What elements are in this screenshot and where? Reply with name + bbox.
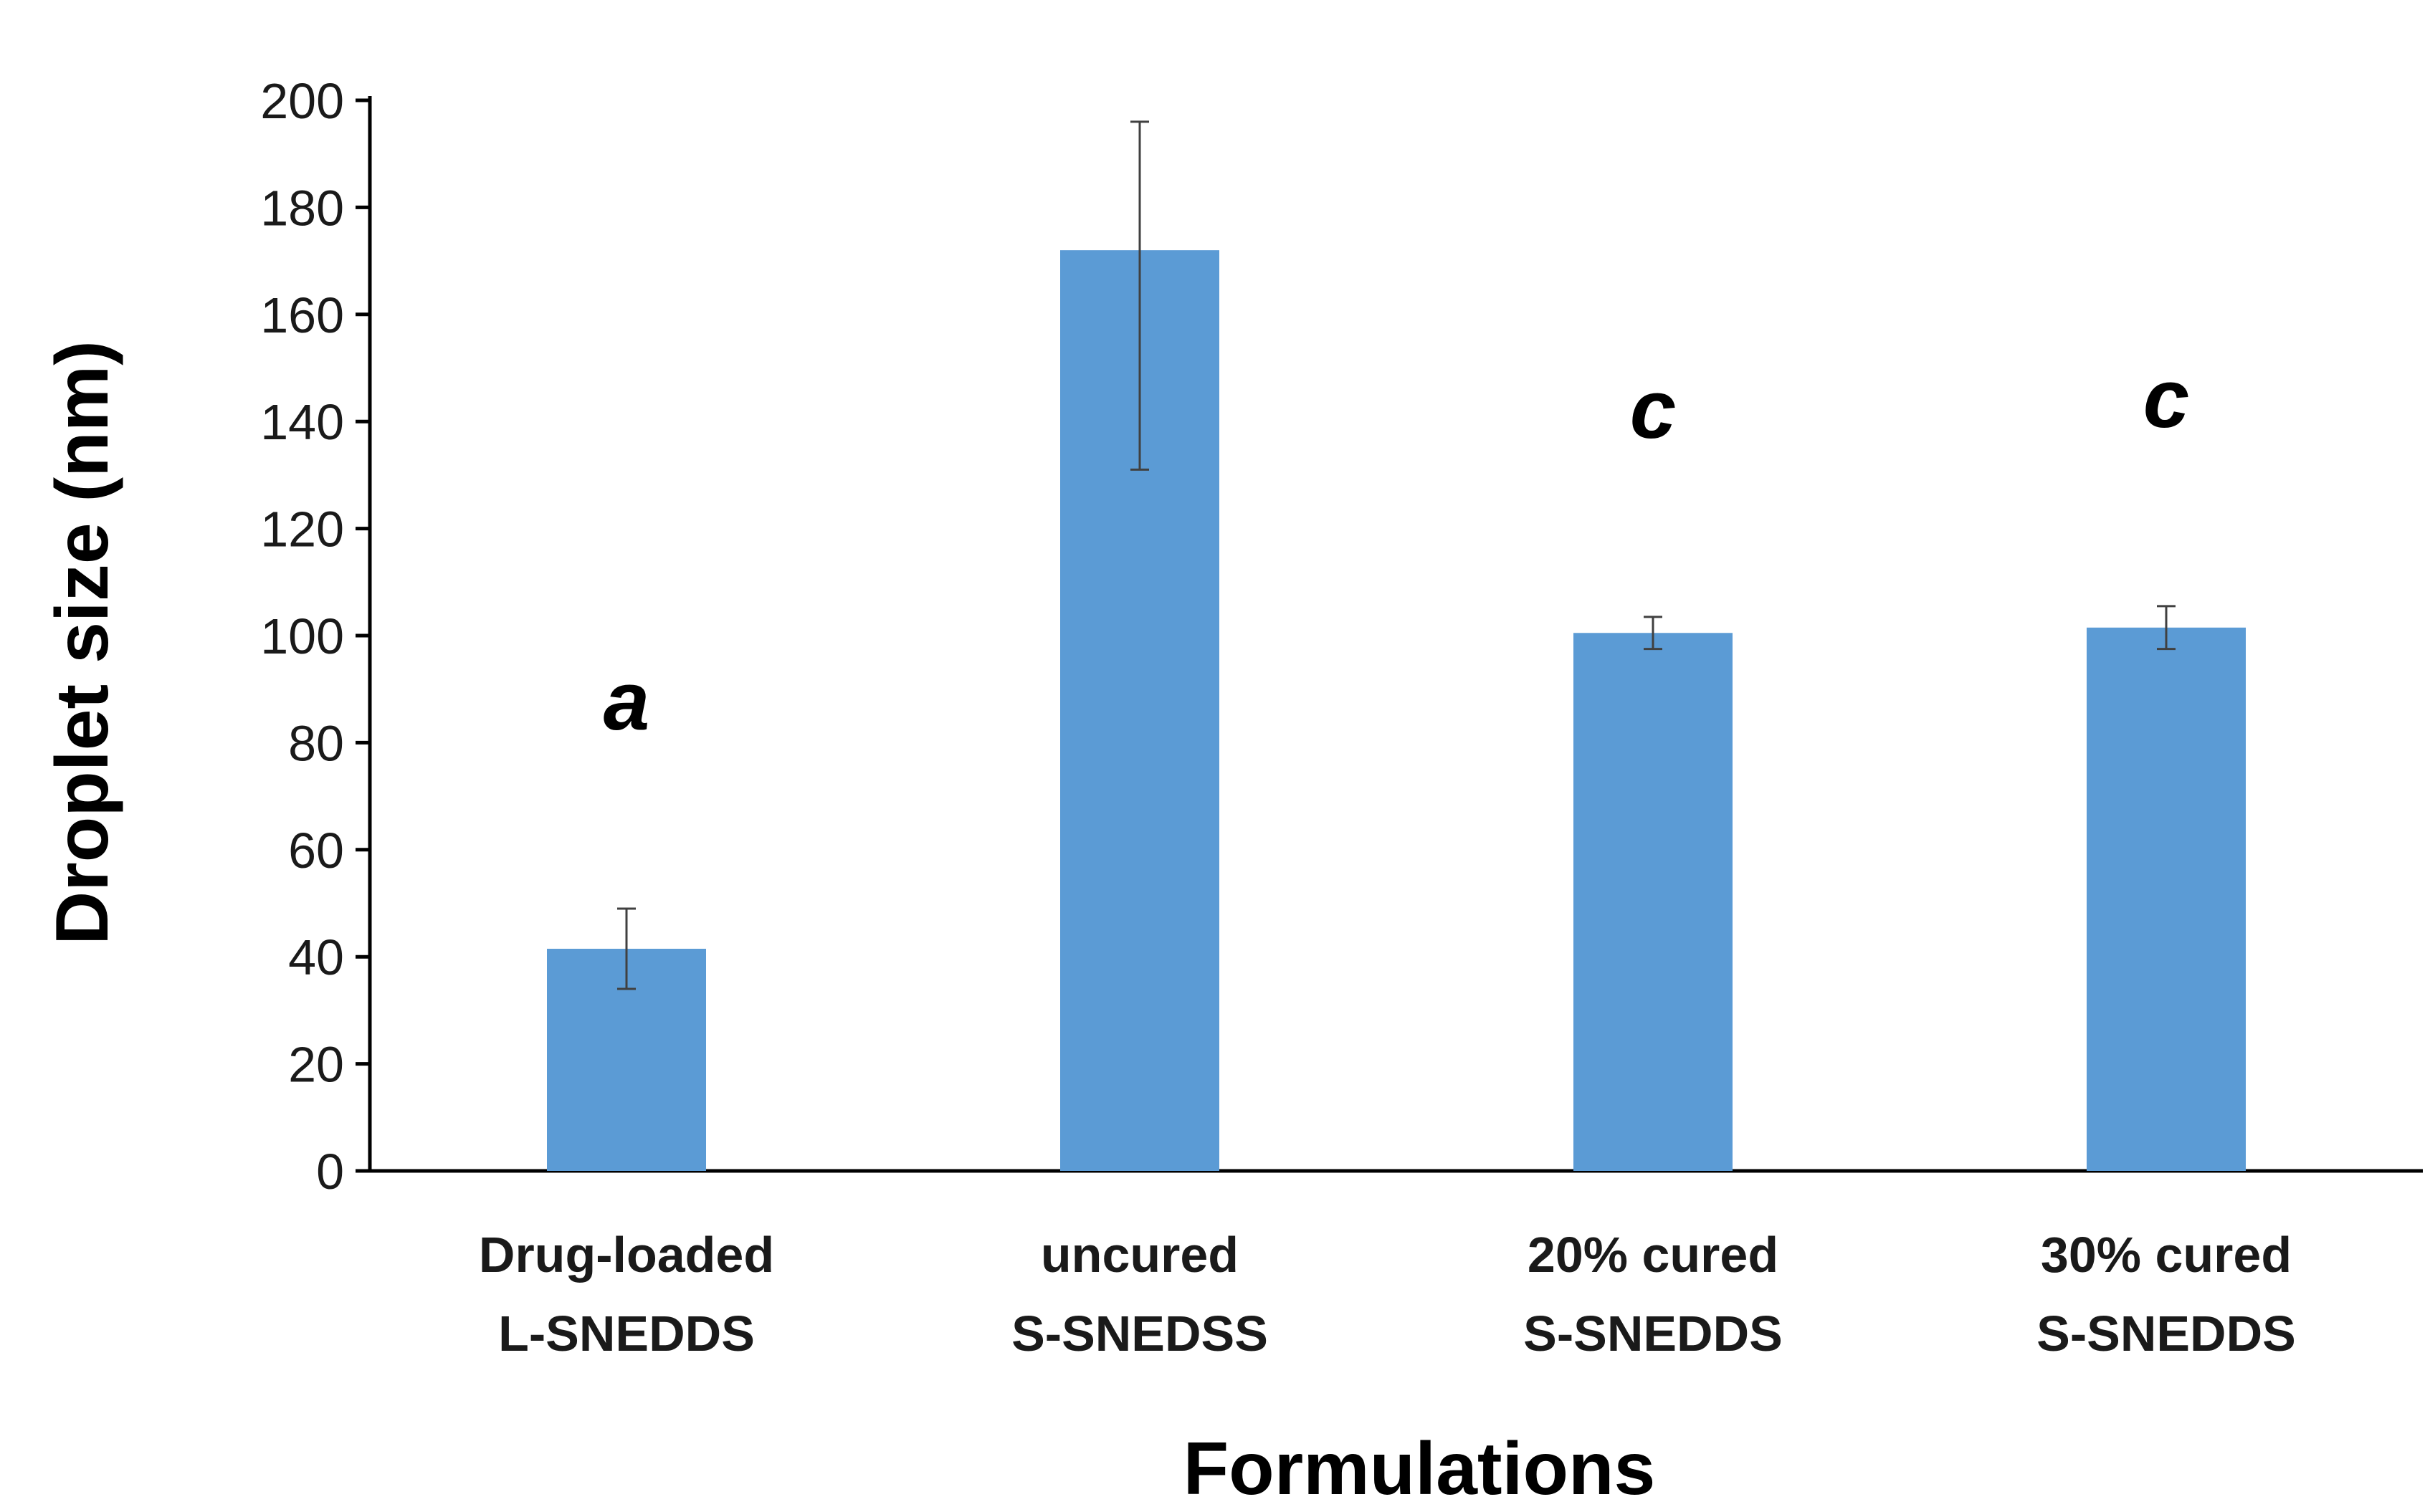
x-category-label-line: S-SNEDDS [2036,1306,2296,1362]
y-tick-label: 80 [288,715,344,771]
x-category-label: 20% cured S-SNEDDS [1523,1227,1783,1362]
x-category-label-line: L-SNEDDS [498,1306,755,1362]
x-category-label: 30% cured S-SNEDDS [2036,1227,2296,1362]
y-tick-label: 100 [260,608,344,664]
x-category-label-line: 20% cured [1528,1227,1778,1283]
x-category-label: Drug-loaded L-SNEDDS [479,1227,774,1362]
x-category-label: uncured S-SNEDSS [1011,1227,1268,1362]
significance-letter: c [2143,352,2190,445]
x-category-label-line: 30% cured [2041,1227,2292,1283]
labels-layer: Drug-loaded L-SNEDDS uncured S-SNEDSS 20% cu… [41,340,2296,1511]
x-category-label-line: S-SNEDDS [1523,1306,1783,1362]
significance-letter: c [1630,363,1677,456]
x-category-label-line: Drug-loaded [479,1227,774,1283]
axes-layer: 0 20 40 60 80 100 120 140 160 180 200 [260,73,2423,1200]
bar [1573,633,1733,1171]
x-category-label-line: S-SNEDSS [1011,1306,1268,1362]
y-tick-label: 180 [260,180,344,236]
x-category-label-line: uncured [1041,1227,1239,1283]
significance-letter: a [604,654,650,747]
y-tick-label: 40 [288,929,344,985]
y-tick-label: 0 [316,1144,344,1200]
y-tick-label: 60 [288,823,344,879]
significance-letters-layer: abcc [604,352,2190,747]
y-tick-label: 120 [260,502,344,558]
y-tick-label: 200 [260,73,344,129]
y-tick-label: 20 [288,1037,344,1093]
error-bars-layer [617,120,2176,990]
bars-layer [547,250,2246,1171]
y-axis-title: Droplet size (nm) [41,340,124,945]
bar [2087,627,2246,1171]
y-tick-label: 140 [260,394,344,450]
x-axis-title: Formulations [1183,1427,1656,1511]
y-tick-label: 160 [260,287,344,343]
